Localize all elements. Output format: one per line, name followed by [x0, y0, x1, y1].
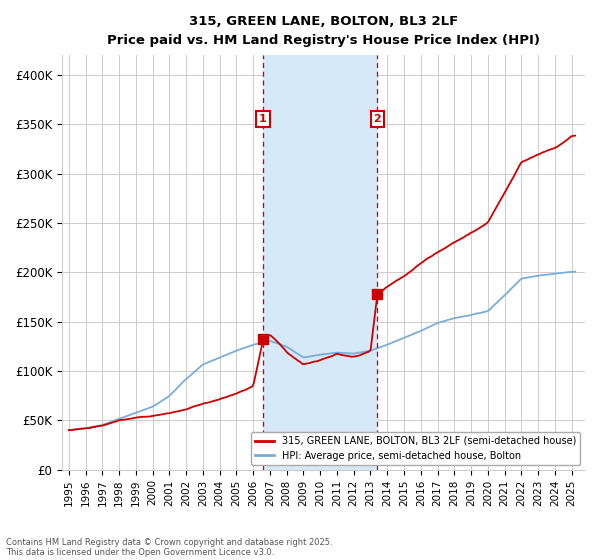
Bar [263, 55, 377, 470]
Text: 2: 2 [373, 114, 381, 124]
Title: 315, GREEN LANE, BOLTON, BL3 2LF
Price paid vs. HM Land Registry's House Price I: 315, GREEN LANE, BOLTON, BL3 2LF Price p… [107, 15, 540, 47]
Text: 1: 1 [259, 114, 267, 124]
Legend: 315, GREEN LANE, BOLTON, BL3 2LF (semi-detached house), HPI: Average price, semi: 315, GREEN LANE, BOLTON, BL3 2LF (semi-d… [251, 432, 580, 465]
Text: Contains HM Land Registry data © Crown copyright and database right 2025.
This d: Contains HM Land Registry data © Crown c… [6, 538, 332, 557]
